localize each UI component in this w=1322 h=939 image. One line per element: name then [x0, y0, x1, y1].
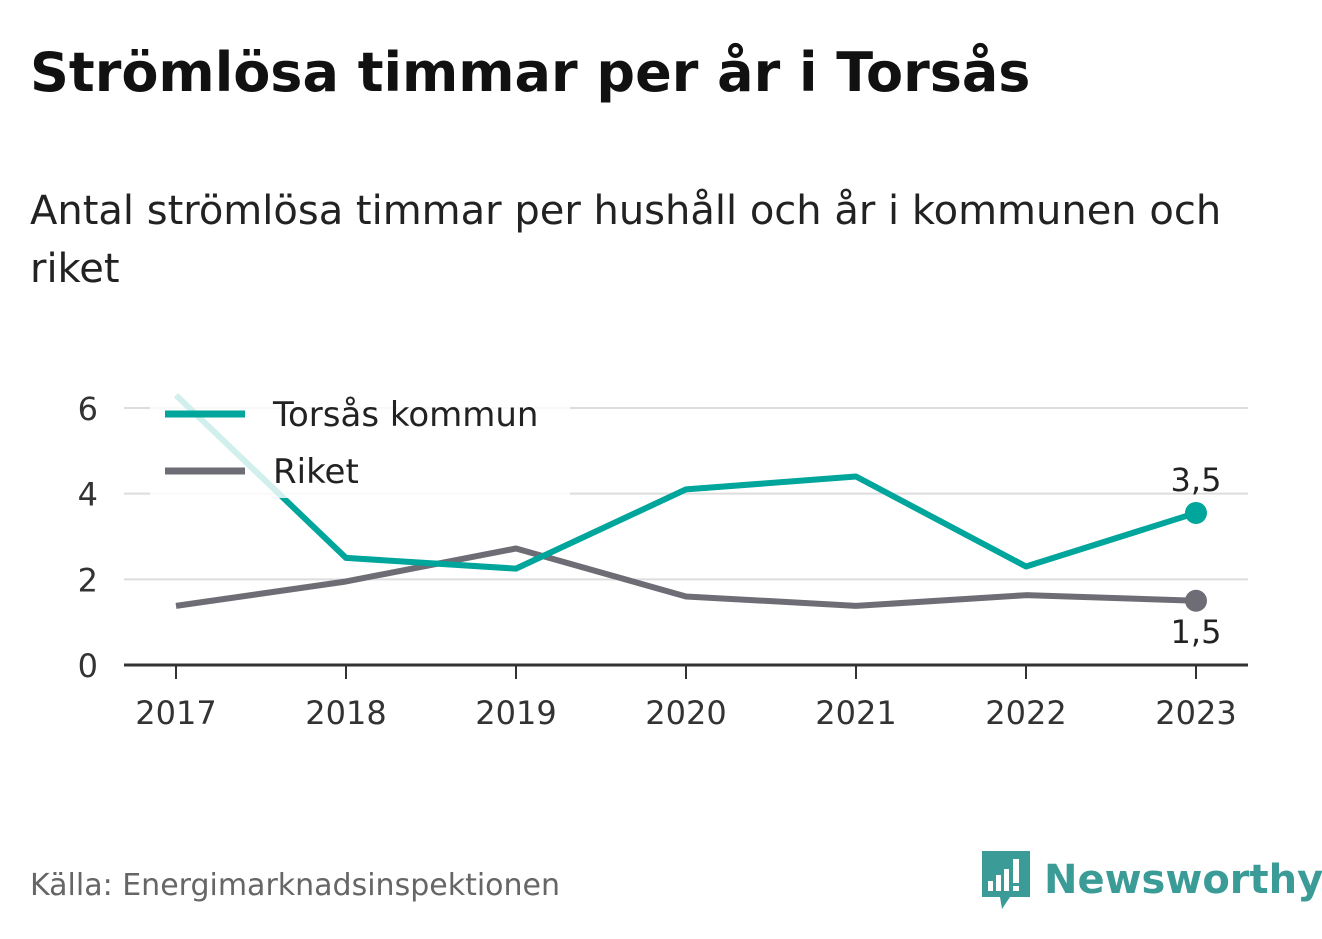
y-tick-label: 4 — [78, 476, 98, 514]
y-axis-ticks: 0 2 4 6 — [78, 390, 98, 685]
series-end-markers: 3,5 1,5 — [1171, 461, 1222, 651]
series-end-marker — [1185, 589, 1207, 612]
bar-chart-bubble-icon — [982, 851, 1030, 909]
y-tick-label: 2 — [78, 561, 98, 599]
series-line-torsas — [173, 392, 1197, 572]
y-tick-label: 6 — [78, 390, 98, 428]
data-label: 1,5 — [1171, 613, 1222, 651]
brand-name: Newsworthy — [1044, 857, 1322, 903]
x-tick-label: 2022 — [985, 694, 1066, 732]
series-end-marker — [1185, 501, 1207, 524]
page-title: Strömlösa timmar per år i Torsås — [30, 41, 1031, 104]
x-axis: 2017 2018 2019 2020 2021 2022 2023 — [124, 663, 1248, 732]
chart-subtitle: Antal strömlösa timmar per hushåll och å… — [30, 188, 1222, 292]
legend-label: Torsås kommun — [272, 395, 538, 435]
x-tick-label: 2023 — [1155, 694, 1236, 732]
series-line-riket — [175, 545, 1197, 609]
brand-logo[interactable]: Newsworthy — [980, 848, 1322, 912]
x-tick-label: 2021 — [815, 694, 896, 732]
x-tick-label: 2018 — [305, 694, 386, 732]
x-tick-label: 2019 — [475, 694, 556, 732]
y-tick-label: 0 — [78, 647, 98, 685]
x-tick-label: 2017 — [135, 694, 216, 732]
legend: Torsås kommun Riket — [150, 380, 570, 498]
source-note: Källa: Energimarknadsinspektionen — [30, 868, 561, 903]
x-tick-label: 2020 — [645, 694, 726, 732]
series-lines — [173, 392, 1197, 609]
legend-label: Riket — [273, 452, 359, 492]
legend-background — [150, 380, 570, 498]
data-label: 3,5 — [1171, 461, 1222, 499]
